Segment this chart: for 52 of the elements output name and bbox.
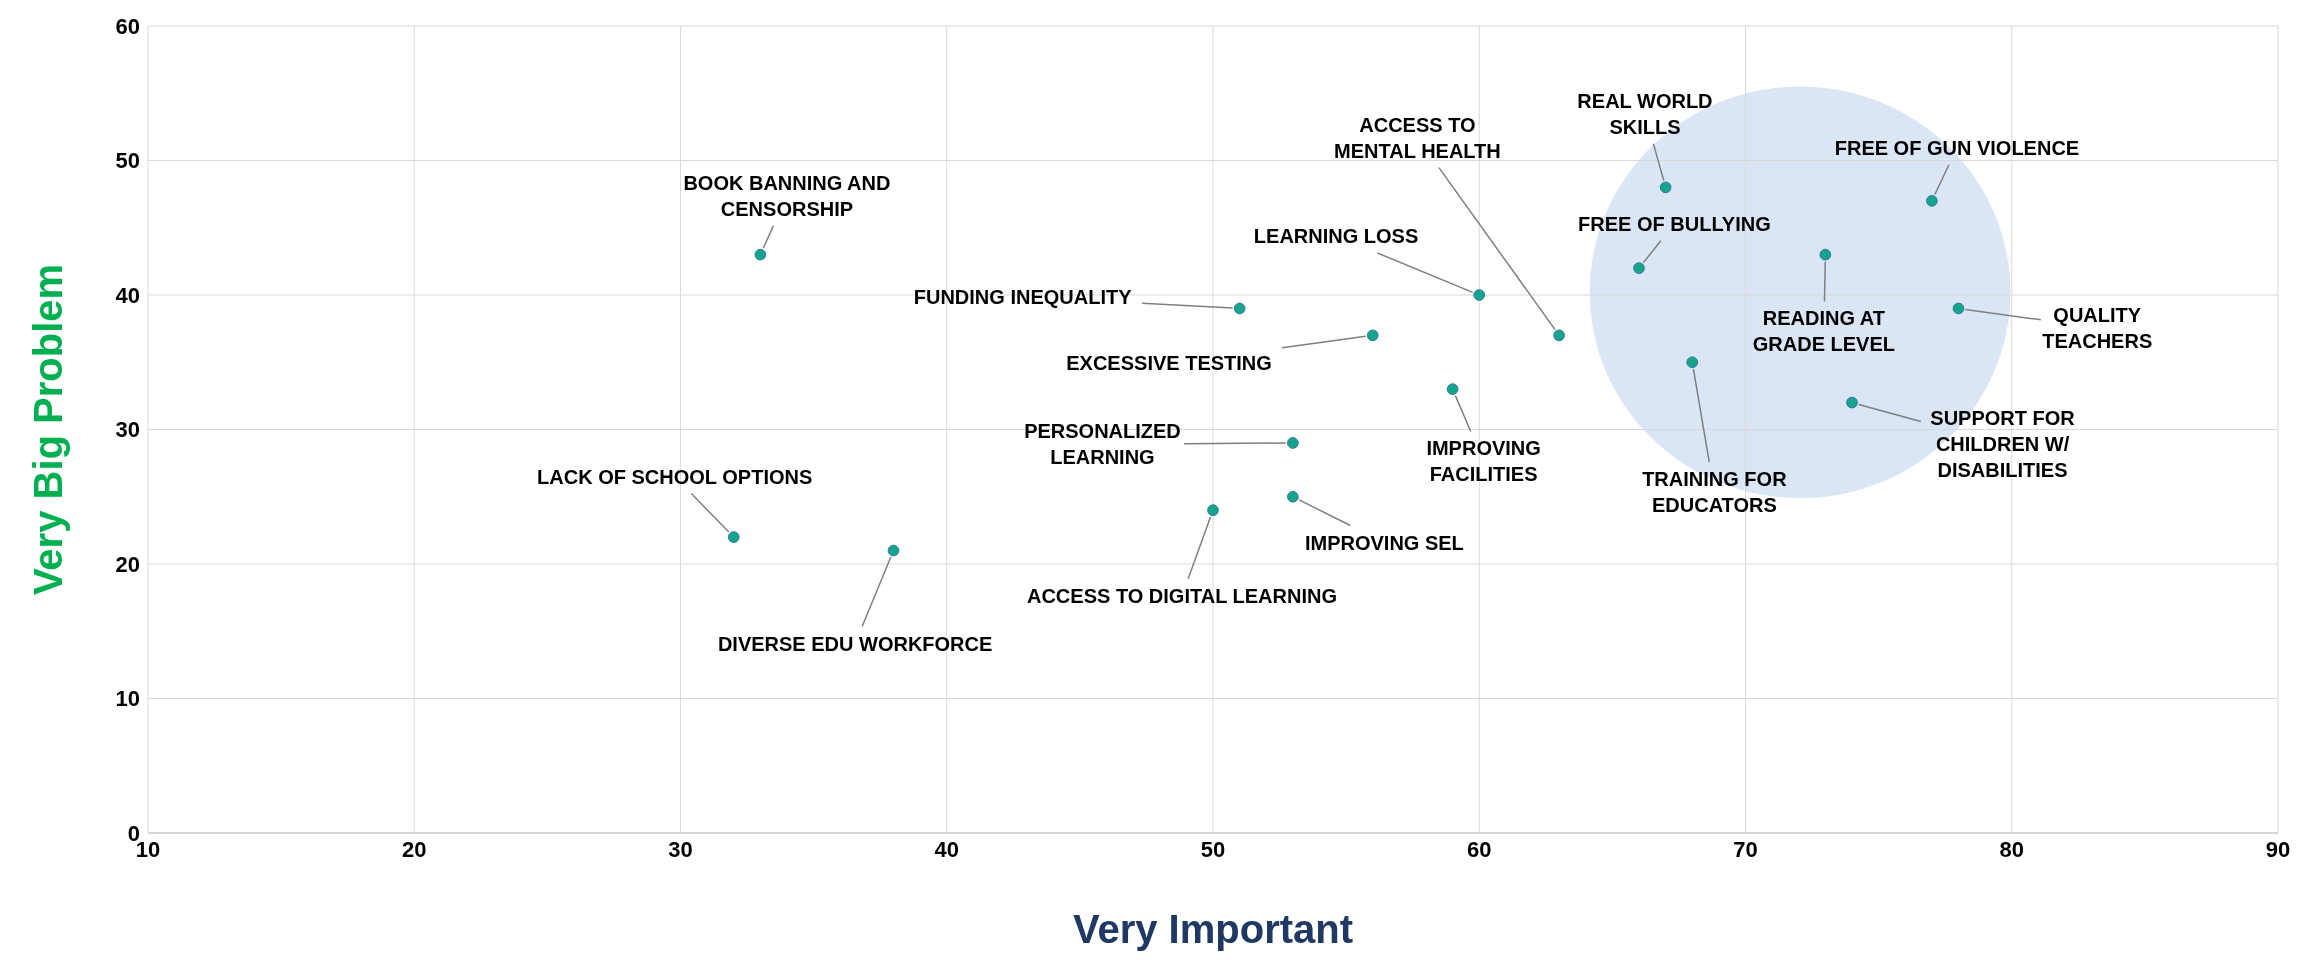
point: [1473, 289, 1486, 301]
annotation: FUNDING INEQUALITY: [913, 285, 1133, 308]
x-tick-label: 60: [1467, 836, 1492, 862]
annotation: READING AT GRADE LEVEL: [1752, 307, 1896, 356]
point: [1553, 329, 1565, 342]
annotation: LACK OF SCHOOL OPTIONS: [537, 465, 813, 488]
point: [1819, 248, 1832, 261]
point: [1952, 302, 1965, 315]
annotation: IMPROVING SEL: [1304, 531, 1464, 554]
annotation: FREE OF GUN VIOLENCE: [1834, 136, 2080, 159]
annotation: EXCESSIVE TESTING: [1066, 352, 1272, 375]
y-axis-title: Very Big Problem: [26, 263, 71, 596]
x-tick-label: 50: [1200, 836, 1226, 862]
point: [1287, 437, 1299, 449]
annotation: FREE OF BULLYING: [1578, 212, 1771, 235]
y-tick-label: 60: [115, 13, 140, 39]
y-tick-label: 20: [115, 551, 140, 577]
point: [1846, 396, 1858, 409]
annotation: REAL WORLD SKILLS: [1577, 89, 1713, 138]
y-tick-label: 30: [115, 417, 140, 443]
point: [1366, 329, 1379, 342]
point: [754, 248, 767, 261]
point: [1659, 181, 1672, 194]
point: [727, 531, 740, 543]
point: [1287, 490, 1299, 503]
x-axis-title: Very Important: [1072, 907, 1354, 951]
y-tick-label: 40: [115, 282, 140, 308]
annotation: QUALITY TEACHERS: [2042, 303, 2153, 352]
x-tick-label: 30: [668, 836, 693, 862]
x-tick-label: 70: [1733, 836, 1758, 862]
y-tick-label: 50: [115, 148, 140, 174]
point: [887, 544, 900, 557]
point: [1926, 195, 1938, 207]
annotation: BOOK BANNING AND CENSORSHIP: [683, 171, 891, 220]
x-tick-label: 40: [934, 836, 959, 862]
annotation: IMPROVING FACILITIES: [1426, 437, 1541, 486]
annotation: SUPPORT FOR CHILDREN W/ DISABILITIES: [1930, 406, 2076, 481]
annotation: ACCESS TO DIGITAL LEARNING: [1026, 584, 1338, 607]
y-tick-label: 10: [115, 686, 140, 712]
x-tick-label: 20: [402, 836, 427, 862]
point: [1686, 356, 1699, 369]
annotation: ACCESS TO MENTAL HEALTH: [1334, 113, 1501, 162]
point: [1633, 262, 1645, 274]
point: [1446, 383, 1459, 395]
annotation: TRAINING FOR EDUCATORS: [1642, 468, 1788, 517]
annotation: PERSONALIZED LEARNING: [1024, 420, 1181, 469]
x-tick-label: 80: [1999, 836, 2024, 862]
annotation: DIVERSE EDU WORKFORCE: [717, 632, 993, 655]
annotation: LEARNING LOSS: [1253, 224, 1419, 247]
x-tick-label: 90: [2265, 836, 2291, 862]
point: [1233, 302, 1246, 315]
point: [1207, 504, 1219, 517]
